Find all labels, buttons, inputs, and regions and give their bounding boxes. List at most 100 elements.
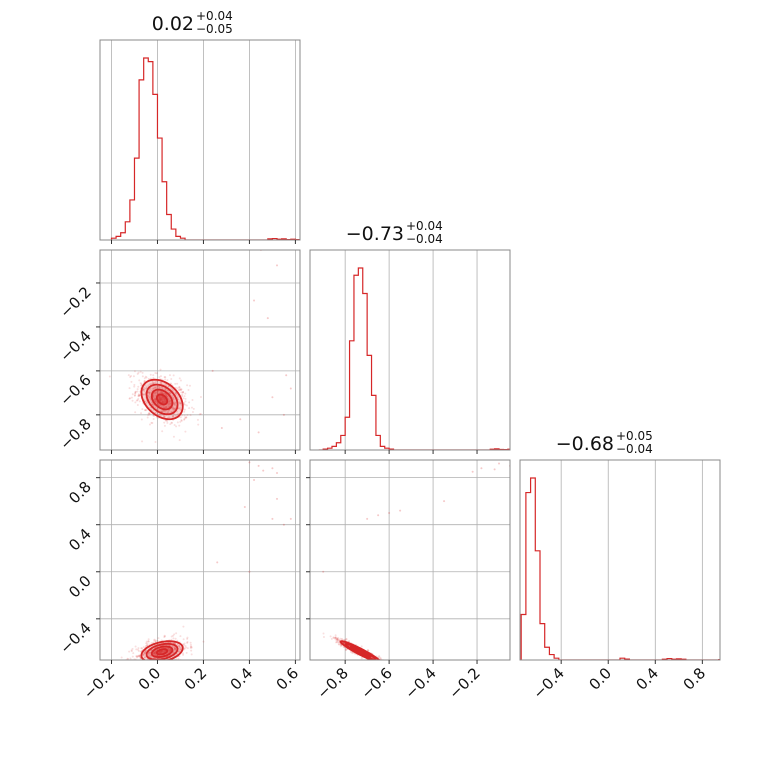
sample-point: [182, 643, 185, 646]
sample-point: [143, 663, 145, 665]
sample-point: [137, 663, 139, 665]
sample-point: [153, 639, 156, 642]
sample-point: [153, 382, 156, 385]
sample-point: [127, 374, 130, 377]
outlier-point: [493, 468, 496, 471]
sample-point: [154, 651, 157, 654]
sample-point: [190, 653, 193, 656]
sample-point: [172, 435, 175, 438]
sample-point: [162, 414, 165, 417]
sample-point: [173, 647, 176, 650]
sample-point: [166, 661, 168, 663]
sample-point: [174, 402, 177, 405]
sample-point: [158, 397, 161, 400]
title-value: 0.02: [152, 13, 194, 35]
sample-point: [189, 414, 192, 417]
sample-point: [154, 650, 157, 653]
sample-point: [197, 423, 200, 426]
sample-point: [166, 395, 169, 398]
sample-point: [154, 391, 157, 394]
sample-point: [160, 650, 163, 653]
sample-point: [154, 411, 157, 414]
sample-point: [148, 391, 151, 394]
sample-point: [202, 640, 205, 643]
outlier-point: [282, 413, 285, 416]
sample-point: [366, 649, 369, 652]
sample-point: [375, 661, 377, 663]
contour-inner: [150, 388, 174, 411]
sample-point: [334, 634, 337, 637]
sample-point: [173, 647, 176, 650]
sample-point: [184, 430, 187, 433]
sample-point: [174, 392, 177, 395]
sample-point: [152, 409, 155, 412]
title-value: −0.68: [556, 433, 614, 455]
x-tick-label: 0.8: [680, 664, 710, 694]
sample-point: [183, 647, 186, 650]
outlier-point: [289, 517, 292, 520]
sample-point: [180, 388, 183, 391]
sample-point: [119, 671, 121, 673]
sample-point: [178, 389, 181, 392]
sample-point: [168, 403, 171, 406]
sample-point: [167, 401, 170, 404]
sample-point: [154, 639, 157, 642]
sample-point: [190, 406, 193, 409]
sample-point: [172, 415, 175, 418]
sample-point: [388, 665, 390, 667]
outlier-point: [253, 299, 256, 302]
sample-point: [161, 661, 163, 663]
sample-point: [143, 652, 146, 655]
sample-point: [138, 394, 141, 397]
sample-point: [171, 652, 174, 655]
sample-point: [137, 385, 140, 388]
sample-point: [143, 652, 146, 655]
sample-point: [160, 396, 163, 399]
sample-point: [173, 407, 176, 410]
sample-point: [135, 670, 137, 672]
sample-point: [149, 391, 152, 394]
grid-lines: [100, 460, 300, 660]
sample-point: [146, 416, 149, 419]
outlier-point: [243, 506, 246, 509]
sample-point: [167, 402, 170, 405]
sample-point: [153, 638, 156, 641]
sample-point: [152, 652, 155, 655]
sample-point: [167, 410, 170, 413]
sample-point: [173, 648, 176, 651]
title-lower-error: −0.04: [616, 442, 653, 456]
sample-point: [148, 413, 151, 416]
sample-point: [384, 661, 386, 663]
sample-point: [169, 649, 172, 652]
sample-point: [138, 654, 141, 657]
sample-point: [336, 638, 339, 641]
contour-core: [155, 648, 169, 656]
sample-point: [395, 669, 397, 671]
sample-point: [168, 374, 171, 377]
histogram-step-0: [110, 57, 300, 240]
sample-point: [163, 406, 166, 409]
sample-point: [128, 650, 131, 653]
sample-point: [376, 661, 378, 663]
sample-point: [130, 396, 133, 399]
sample-point: [174, 382, 177, 385]
sample-point: [145, 661, 147, 663]
sample-point: [178, 646, 181, 649]
sample-point: [137, 394, 140, 397]
sample-point: [163, 661, 165, 663]
sample-point: [178, 386, 181, 389]
sample-point: [175, 425, 178, 428]
sample-point: [163, 415, 166, 418]
sample-point: [130, 380, 133, 383]
grid-lines: [560, 460, 703, 660]
sample-point: [376, 662, 378, 664]
sample-point: [137, 665, 139, 667]
sample-point: [152, 403, 155, 406]
sample-point: [148, 654, 151, 657]
sample-point: [160, 664, 162, 666]
sample-point: [158, 414, 161, 417]
sample-point: [145, 642, 148, 645]
sample-point: [143, 651, 146, 654]
sample-point: [136, 388, 139, 391]
sample-point: [148, 651, 151, 654]
